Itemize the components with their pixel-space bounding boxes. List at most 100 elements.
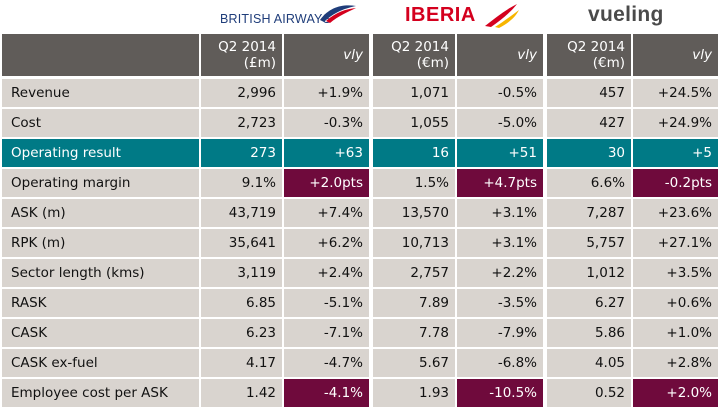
- iberia-swoosh-icon: [485, 4, 519, 28]
- row-label: Revenue: [2, 79, 199, 107]
- value-cell: 5.67: [373, 349, 455, 377]
- value-cell: 6.85: [201, 289, 282, 317]
- value-cell: 0.52: [547, 379, 631, 407]
- vly-cell: -5.0%: [457, 109, 543, 137]
- vly-cell: +2.0pts: [284, 169, 369, 197]
- header-period-label: Q2 2014: [567, 39, 625, 55]
- vly-cell: +7.4%: [284, 199, 369, 227]
- value-cell: 35,641: [201, 229, 282, 257]
- header-period-cell: Q2 2014 (€m): [373, 34, 455, 76]
- header-vly-cell: vly: [633, 34, 718, 76]
- vueling-logo: vueling: [544, 0, 719, 34]
- vly-cell: -7.1%: [284, 319, 369, 347]
- value-cell: 5.86: [547, 319, 631, 347]
- vly-cell: -4.7%: [284, 349, 369, 377]
- vly-cell: -6.8%: [457, 349, 543, 377]
- header-vly-label: vly: [343, 47, 363, 63]
- vly-cell: +3.5%: [633, 259, 718, 287]
- value-cell: 2,723: [201, 109, 282, 137]
- value-cell: 3,119: [201, 259, 282, 287]
- vly-cell: -0.3%: [284, 109, 369, 137]
- vly-cell: +2.4%: [284, 259, 369, 287]
- header-period-label: Q2 2014: [391, 39, 449, 55]
- value-cell: 30: [547, 139, 631, 167]
- value-cell: 10,713: [373, 229, 455, 257]
- value-cell: 7.89: [373, 289, 455, 317]
- vly-cell: +24.9%: [633, 109, 718, 137]
- vly-cell: -4.1%: [284, 379, 369, 407]
- header-vly-cell: vly: [284, 34, 369, 76]
- row-label: Employee cost per ASK: [2, 379, 199, 407]
- value-cell: 1,012: [547, 259, 631, 287]
- value-cell: 1.93: [373, 379, 455, 407]
- value-cell: 4.05: [547, 349, 631, 377]
- value-cell: 1.5%: [373, 169, 455, 197]
- value-cell: 9.1%: [201, 169, 282, 197]
- vly-cell: +4.7pts: [457, 169, 543, 197]
- ba-speedmarque-icon: [320, 5, 356, 23]
- vly-cell: -5.1%: [284, 289, 369, 317]
- value-cell: 1,071: [373, 79, 455, 107]
- iberia-logo: IBERIA: [371, 0, 544, 34]
- vly-cell: +3.1%: [457, 229, 543, 257]
- value-cell: 6.6%: [547, 169, 631, 197]
- header-vly-label: vly: [517, 47, 537, 63]
- vly-cell: +51: [457, 139, 543, 167]
- vly-cell: +27.1%: [633, 229, 718, 257]
- row-label: Operating result: [2, 139, 199, 167]
- header-unit-label: (€m): [416, 55, 449, 71]
- iberia-wordmark: IBERIA: [405, 4, 476, 26]
- value-cell: 16: [373, 139, 455, 167]
- vly-cell: +5: [633, 139, 718, 167]
- value-cell: 5,757: [547, 229, 631, 257]
- row-label: RPK (m): [2, 229, 199, 257]
- value-cell: 427: [547, 109, 631, 137]
- row-label: CASK ex-fuel: [2, 349, 199, 377]
- header-period: Q2 2014 (€m): [391, 39, 449, 71]
- airline-logos: BRITISH AIRWAYS IBERIA vueling: [0, 0, 719, 34]
- value-cell: 2,757: [373, 259, 455, 287]
- vly-cell: +2.8%: [633, 349, 718, 377]
- header-unit-label: (£m): [243, 55, 276, 71]
- vly-cell: -0.2pts: [633, 169, 718, 197]
- vly-cell: -3.5%: [457, 289, 543, 317]
- header-label-cell: [2, 34, 199, 76]
- vly-cell: +3.1%: [457, 199, 543, 227]
- vly-cell: -0.5%: [457, 79, 543, 107]
- value-cell: 1.42: [201, 379, 282, 407]
- vly-cell: +2.2%: [457, 259, 543, 287]
- british-airways-wordmark: BRITISH AIRWAYS: [220, 12, 332, 26]
- header-period: Q2 2014 (£m): [218, 39, 276, 71]
- header-period-cell: Q2 2014 (£m): [201, 34, 282, 76]
- vly-cell: +1.9%: [284, 79, 369, 107]
- row-label: Cost: [2, 109, 199, 137]
- header-period: Q2 2014 (€m): [567, 39, 625, 71]
- value-cell: 7.78: [373, 319, 455, 347]
- value-cell: 457: [547, 79, 631, 107]
- vly-cell: +1.0%: [633, 319, 718, 347]
- row-label: Operating margin: [2, 169, 199, 197]
- value-cell: 6.23: [201, 319, 282, 347]
- vueling-wordmark: vueling: [588, 3, 664, 26]
- value-cell: 43,719: [201, 199, 282, 227]
- row-label: RASK: [2, 289, 199, 317]
- value-cell: 2,996: [201, 79, 282, 107]
- vly-cell: +0.6%: [633, 289, 718, 317]
- header-vly-cell: vly: [457, 34, 543, 76]
- vly-cell: +2.0%: [633, 379, 718, 407]
- vly-cell: +6.2%: [284, 229, 369, 257]
- header-period-cell: Q2 2014 (€m): [547, 34, 631, 76]
- vly-cell: -10.5%: [457, 379, 543, 407]
- vly-cell: +23.6%: [633, 199, 718, 227]
- value-cell: 273: [201, 139, 282, 167]
- vly-cell: -7.9%: [457, 319, 543, 347]
- header-period-label: Q2 2014: [218, 39, 276, 55]
- value-cell: 1,055: [373, 109, 455, 137]
- row-label: CASK: [2, 319, 199, 347]
- value-cell: 7,287: [547, 199, 631, 227]
- vly-cell: +63: [284, 139, 369, 167]
- vly-cell: +24.5%: [633, 79, 718, 107]
- value-cell: 6.27: [547, 289, 631, 317]
- row-label: ASK (m): [2, 199, 199, 227]
